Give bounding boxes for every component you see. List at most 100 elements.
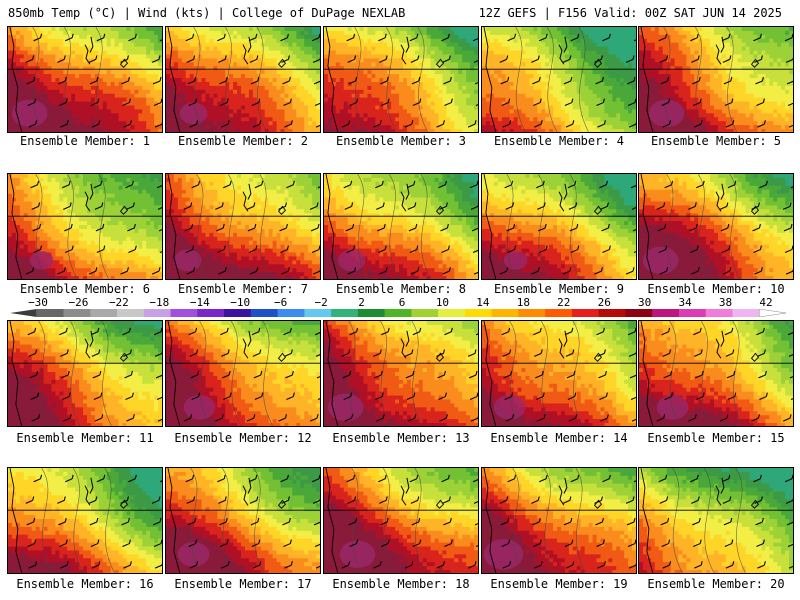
wind-barb: [660, 517, 670, 526]
wind-barb: [564, 98, 574, 107]
wind-barb: [786, 521, 793, 526]
wind-barb: [626, 517, 636, 526]
wind-barb: [501, 327, 511, 336]
colorbar-tick-label: −18: [149, 296, 169, 309]
wind-barb: [405, 370, 415, 379]
ensemble-member-map: [638, 467, 794, 574]
wind-barb: [534, 561, 543, 569]
wind-barb: [756, 98, 765, 107]
wind-barb: [602, 33, 611, 42]
wind-barb: [719, 414, 729, 422]
colorbar-tick-label: 34: [678, 296, 691, 309]
wind-barb: [501, 98, 511, 107]
ensemble-member-map: [481, 173, 637, 280]
wind-barb: [95, 223, 105, 232]
wind-barb: [219, 76, 228, 85]
wind-barb: [721, 474, 731, 483]
wind-barb: [690, 245, 699, 254]
ensemble-member-label: Ensemble Member: 5: [636, 134, 796, 148]
wind-barb: [535, 370, 544, 379]
wind-barb: [122, 98, 131, 107]
wind-barb: [215, 414, 224, 422]
wind-barb: [690, 33, 699, 42]
temperature-field: [8, 174, 162, 279]
wind-barb: [468, 370, 478, 379]
wind-barb: [250, 76, 260, 85]
colorbar-swatch: [411, 309, 439, 317]
ensemble-member-map: [323, 320, 479, 427]
wind-barb: [467, 561, 477, 569]
wind-barb: [633, 39, 636, 42]
wind-barb: [344, 414, 354, 422]
wind-barb: [785, 498, 793, 504]
wind-barb: [254, 180, 264, 189]
wind-barb: [756, 327, 765, 336]
wind-barb: [499, 267, 509, 275]
wind-barb: [127, 223, 136, 232]
ensemble-member-label: Ensemble Member: 10: [636, 282, 796, 296]
wind-barb: [62, 180, 71, 189]
wind-barb: [341, 561, 351, 569]
ensemble-member-label: Ensemble Member: 19: [479, 577, 639, 591]
wind-barb: [537, 202, 546, 210]
wind-barb: [286, 392, 295, 401]
wind-barb: [601, 223, 610, 232]
wind-barb: [312, 498, 320, 504]
wind-barb: [283, 327, 292, 336]
wind-barb: [312, 57, 320, 63]
wind-barb: [441, 245, 450, 254]
wind-barb: [505, 414, 515, 422]
wind-barb: [504, 180, 514, 189]
wind-barb: [444, 327, 453, 336]
wind-barb: [503, 370, 513, 379]
wind-barb: [471, 227, 478, 232]
wind-barb: [313, 80, 320, 85]
wind-barb: [25, 55, 35, 63]
wind-barb: [222, 370, 231, 379]
wind-barb: [124, 370, 133, 379]
wind-barb: [725, 120, 735, 128]
wind-barb: [92, 370, 102, 379]
wind-barb: [602, 245, 611, 254]
wind-barb: [284, 561, 293, 569]
wind-barb: [218, 55, 227, 63]
wind-barb: [507, 245, 517, 254]
wind-barb: [246, 202, 256, 210]
wind-barb: [755, 76, 764, 85]
wind-barb: [349, 539, 359, 548]
wind-barb: [688, 202, 697, 210]
wind-barb: [474, 523, 478, 526]
wind-barb: [533, 539, 542, 548]
wind-barb: [282, 517, 291, 526]
wind-barb: [467, 120, 477, 128]
temperature-field: [324, 27, 478, 132]
wind-barb: [154, 562, 162, 569]
colorbar-low-arrow: [10, 309, 37, 317]
wind-barb: [379, 267, 388, 275]
temperature-field: [482, 27, 636, 132]
wind-barb: [475, 545, 478, 548]
wind-barb: [562, 267, 572, 275]
wind-barb: [25, 267, 35, 275]
wind-barb: [658, 33, 668, 42]
ensemble-member-map: [323, 26, 479, 133]
wind-barb: [90, 327, 100, 336]
colorbar-tick-label: −30: [28, 296, 48, 309]
wind-barb: [504, 392, 514, 401]
wind-barb: [376, 414, 385, 422]
wind-barb: [26, 76, 36, 85]
wind-barb: [218, 267, 227, 275]
wind-barb: [185, 474, 195, 483]
wind-barb: [58, 517, 67, 526]
wind-barb: [349, 327, 359, 336]
wind-barb: [58, 76, 67, 85]
wind-barb: [60, 561, 69, 569]
wind-barb: [249, 496, 259, 504]
temperature-field: [639, 468, 793, 573]
wind-barb: [248, 245, 258, 254]
wind-barb: [348, 76, 358, 85]
wind-barb: [378, 33, 387, 42]
wind-barb: [283, 539, 292, 548]
temperature-colorbar: [10, 309, 786, 317]
wind-barb: [629, 374, 636, 379]
